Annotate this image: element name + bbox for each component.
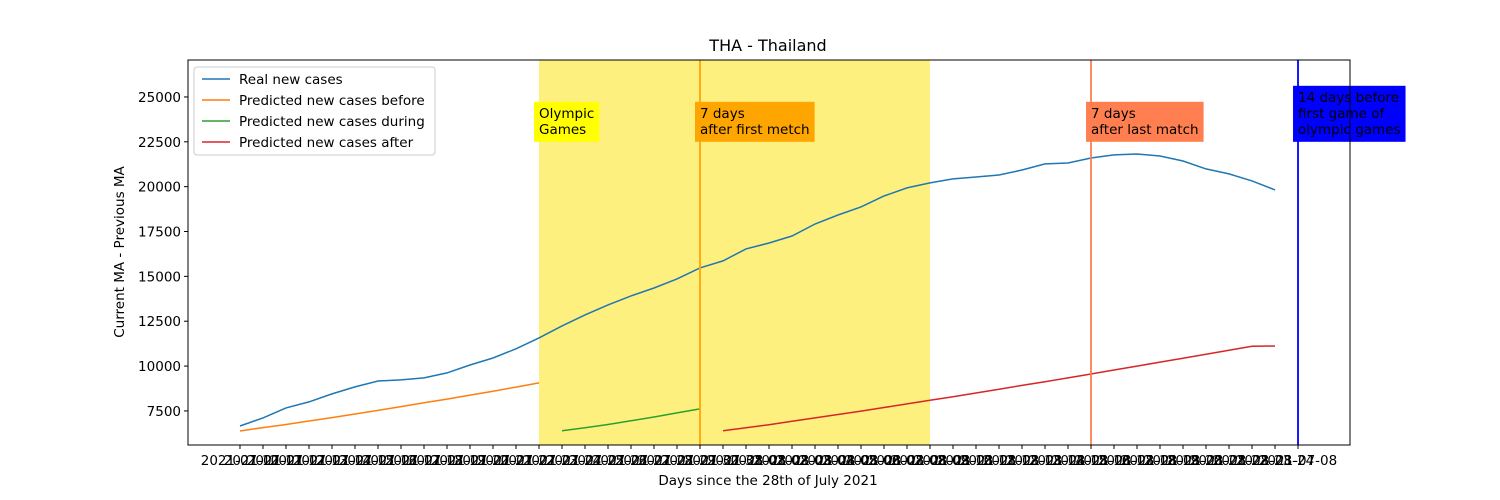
annotation-text: Olympic: [539, 106, 594, 122]
annotation-text: 7 days: [700, 106, 745, 122]
x-tick-label: 2021-07-08: [1259, 453, 1337, 469]
annotation-text: Games: [539, 122, 586, 138]
x-tick-label: 2021-07-12: [247, 453, 325, 469]
legend-label: Predicted new cases during: [239, 114, 425, 130]
legend-label: Real new cases: [239, 72, 343, 88]
x-tick-label: 2021-07-14: [293, 453, 371, 469]
y-tick-label: 25000: [138, 90, 181, 106]
y-tick-label: 20000: [138, 180, 181, 196]
x-tick-label: 2021-08-02: [730, 453, 808, 469]
x-tick-label: 2021-08-22: [1190, 453, 1268, 469]
y-tick-label: 22500: [138, 135, 181, 151]
x-tick-label: 2021-08-21: [1167, 453, 1245, 469]
x-tick-label: 2021-07-30: [661, 453, 739, 469]
series-line: [239, 382, 540, 432]
x-tick-label: 2021-08-06: [822, 453, 900, 469]
x-tick-label: 2021-07-16: [339, 453, 417, 469]
x-tick-label: 2021-07-29: [638, 453, 716, 469]
x-tick-label: 2021-07-25: [546, 453, 624, 469]
x-tick-label: 2021-08-16: [1052, 453, 1130, 469]
x-tick-label: 2021-08-18: [1098, 453, 1176, 469]
x-tick-label: 2021-07-22: [477, 453, 555, 469]
x-tick-label: 2021-07-18: [385, 453, 463, 469]
x-tick-label: 2021-08-23: [1213, 453, 1291, 469]
annotation-box: [1293, 85, 1406, 142]
x-tick-label: 2021-07-19: [408, 453, 486, 469]
x-tick-label: 2021-07-31: [684, 453, 762, 469]
x-tick-label: 2021-08-15: [1029, 453, 1107, 469]
x-tick-label: 2021-07-26: [569, 453, 647, 469]
annotation-text: after last match: [1091, 122, 1199, 138]
annotation-box: [533, 101, 600, 142]
x-tick-label: 2021-08-19: [1121, 453, 1199, 469]
y-tick-label: 12500: [138, 314, 181, 330]
legend-label: Predicted new cases after: [239, 135, 414, 151]
series-line: [561, 408, 701, 432]
x-tick-label: 2021-08-01: [707, 453, 785, 469]
x-tick-label: 2021-08-14: [1006, 453, 1084, 469]
x-tick-label: 2021-08-04: [776, 453, 854, 469]
y-axis-label: Current MA - Previous MA: [112, 165, 128, 337]
annotation-box: [1086, 101, 1204, 142]
x-tick-label: 2021-08-07: [845, 453, 923, 469]
x-tick-label: 2021-07-15: [316, 453, 394, 469]
x-tick-label: 2021-07-21: [454, 453, 532, 469]
y-tick-label: 17500: [138, 225, 181, 241]
x-tick-label: 2021-08-10: [914, 453, 992, 469]
x-tick-label: 2021-08-11: [937, 453, 1015, 469]
x-tick-label: 2021-07-13: [270, 453, 348, 469]
annotation-text: first game of: [1298, 106, 1386, 122]
legend-label: Predicted new cases before: [239, 93, 425, 109]
x-tick-label: 2021-07-27: [592, 453, 670, 469]
x-tick-label: 2021-08-09: [891, 453, 969, 469]
x-tick-label: 2021-08-20: [1144, 453, 1222, 469]
annotation-text: 7 days: [1091, 106, 1136, 122]
series-line: [239, 153, 1276, 427]
x-tick-label: 2021-08-03: [753, 453, 831, 469]
x-tick-label: 2021-08-13: [983, 453, 1061, 469]
annotation-box: [694, 101, 815, 142]
x-tick-label: 2021-08-24: [1236, 453, 1314, 469]
x-tick-label: 2021-07-11: [224, 453, 302, 469]
x-tick-label: 2021-07-20: [431, 453, 509, 469]
x-axis-label: Days since the 28th of July 2021: [658, 473, 877, 489]
y-tick-label: 7500: [147, 404, 181, 420]
x-tick-label: 2021-07-10: [201, 453, 279, 469]
x-tick-label: 2021-08-17: [1075, 453, 1153, 469]
annotation-text: 14 days before: [1298, 90, 1399, 106]
x-tick-label: 2021-08-12: [960, 453, 1038, 469]
annotation-text: after first metch: [700, 122, 810, 138]
y-tick-label: 10000: [138, 359, 181, 375]
y-tick-label: 15000: [138, 269, 181, 285]
x-tick-label: 2021-08-05: [799, 453, 877, 469]
legend-box: [193, 66, 436, 156]
x-tick-label: 2021-07-24: [523, 453, 601, 469]
annotation-text: olympic games: [1298, 122, 1401, 138]
x-tick-label: 2021-07-17: [362, 453, 440, 469]
series-line: [722, 345, 1276, 432]
chart-title: THA - Thailand: [708, 36, 826, 55]
x-tick-label: 2021-07-23: [500, 453, 578, 469]
plot-frame: [187, 59, 1351, 446]
x-tick-label: 2021-07-28: [615, 453, 693, 469]
x-tick-label: 2021-08-08: [868, 453, 946, 469]
